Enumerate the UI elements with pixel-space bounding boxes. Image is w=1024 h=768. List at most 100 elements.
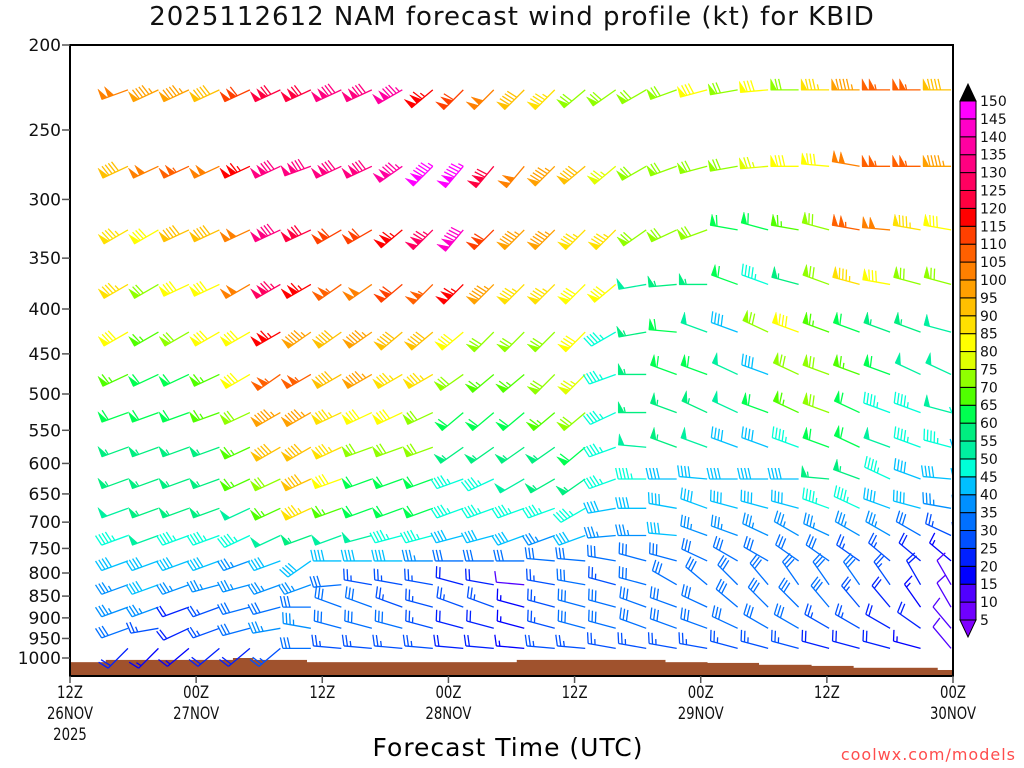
wind-barb [372,505,403,519]
barb-half-feather [321,509,326,515]
wind-barb [617,401,647,414]
wind-barb [832,312,860,333]
barb-flag [225,228,237,240]
wind-barb [646,86,677,101]
barb-staff [526,645,555,650]
barb-half-feather [135,626,139,633]
barb-feather [406,476,414,487]
barb-feather [552,535,560,546]
wind-barb [247,602,281,616]
barb-feather [135,284,144,294]
barb-half-feather [842,362,845,369]
barb-feather [469,549,474,562]
barb-half-feather [572,233,579,238]
wind-barb [466,89,495,111]
barb-feather [101,558,109,569]
wind-barb [217,623,251,637]
barb-feather [500,549,504,562]
wind-barb [373,331,403,351]
barb-flag [470,96,484,106]
barb-feather [868,512,873,524]
barb-feather [847,558,856,568]
barb-feather [403,531,410,543]
credit-link[interactable]: coolwx.com/models [840,745,1016,764]
barb-feather [125,560,133,571]
barb-flag [556,175,569,185]
x-tick-label: 30NOV [930,703,977,723]
barb-feather [875,555,885,566]
wind-barb [250,373,281,392]
wind-barb [404,89,434,109]
barb-feather [226,533,235,544]
wind-barb [219,162,251,179]
barb-feather [680,514,683,527]
barb-feather [476,285,487,293]
wind-barb [737,467,769,480]
barb-feather [94,560,103,571]
barb-half-feather [260,510,266,517]
barb-feather [683,488,687,501]
barb-feather [687,558,695,570]
barb-feather [925,512,929,524]
wind-barb [782,552,800,586]
barb-feather [713,467,718,480]
barb-feather [592,370,600,381]
barb-feather [592,410,601,421]
barb-feather [949,438,953,450]
barb-feather [464,531,471,543]
barb-feather [98,626,106,638]
barb-feather [931,466,935,478]
barb-feather [439,549,443,562]
barb-flag [372,414,383,425]
barb-staff [101,606,129,618]
wind-barb [128,478,159,490]
barb-feather [491,535,499,546]
barb-feather [504,93,515,101]
barb-flag [556,99,569,109]
wind-barb [556,89,586,109]
wind-barb [128,84,159,103]
barb-feather [314,476,323,487]
colorbar-bin [959,172,977,191]
barb-flag [646,88,657,100]
barb-feather [896,392,900,405]
wind-barb [832,354,860,376]
wind-barb [494,446,525,464]
wind-barb [341,370,373,390]
barb-flag [436,244,450,252]
barb-feather [777,78,782,91]
wind-barb [586,89,617,107]
barb-flag [280,480,292,492]
colorbar-bin [959,297,977,317]
barb-feather [345,412,354,422]
wind-barb [526,229,556,251]
barb-flag [707,160,717,172]
barb-flag [280,91,292,103]
barb-feather [321,443,330,454]
colorbar-bin [959,333,977,353]
barb-feather [777,467,782,480]
barb-feather [552,513,562,523]
barb-feather [654,561,660,573]
barb-feather [384,164,395,173]
barb-flag [464,454,477,464]
barb-flag [802,392,809,406]
barb-flag [557,343,571,353]
barb-feather [590,545,593,557]
barb-feather [189,580,197,592]
barb-feather [257,477,266,487]
barb-staff [589,446,616,458]
barb-feather [955,540,956,551]
wind-barb [680,607,708,629]
barb-feather [839,392,844,404]
wind-barb [648,318,677,333]
barb-feather [196,531,204,542]
barb-feather [436,634,440,647]
wind-barb [557,229,586,251]
barb-staff [467,596,494,608]
barb-staff [497,620,525,629]
wind-barb [405,609,433,629]
barb-feather [131,89,140,100]
barb-feather [590,238,602,246]
barb-feather [162,283,171,294]
